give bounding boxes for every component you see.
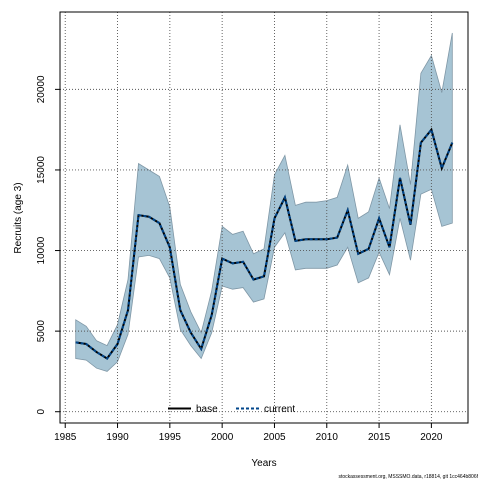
y-tick-label: 15000 <box>36 156 47 184</box>
x-tick-label: 2000 <box>211 432 234 443</box>
legend-current-label: current <box>264 404 295 415</box>
plot-frame <box>59 11 469 424</box>
source-footer: stockassessment.org, MSSSMO.data, r18814… <box>338 474 478 480</box>
y-axis-title: Recruits (age 3) <box>13 182 24 253</box>
y-tick-label: 10000 <box>36 236 47 264</box>
confidence-band <box>75 32 453 372</box>
grid-layer <box>60 12 468 423</box>
x-tick-label: 2005 <box>263 432 286 443</box>
confidence-band-layer <box>75 32 453 372</box>
x-axis-title: Years <box>251 458 276 469</box>
series-lines-layer <box>75 127 454 360</box>
x-tick-label: 1990 <box>106 432 129 443</box>
x-tick-label: 1995 <box>159 432 182 443</box>
x-tick-label: 2015 <box>368 432 391 443</box>
y-tick-label: 20000 <box>36 75 47 103</box>
axes-layer: 1985 1990 1995 2000 2005 2010 2015 2020 0 5000 100… <box>36 75 443 443</box>
x-tick-label: 2020 <box>420 432 443 443</box>
y-tick-label: 5000 <box>36 320 47 343</box>
y-tick-label: 0 <box>36 408 47 414</box>
legend: base current <box>168 404 295 415</box>
x-tick-label: 1985 <box>54 432 77 443</box>
series-line-current <box>75 127 454 360</box>
legend-base-label: base <box>196 404 218 415</box>
x-tick-label: 2010 <box>316 432 339 443</box>
